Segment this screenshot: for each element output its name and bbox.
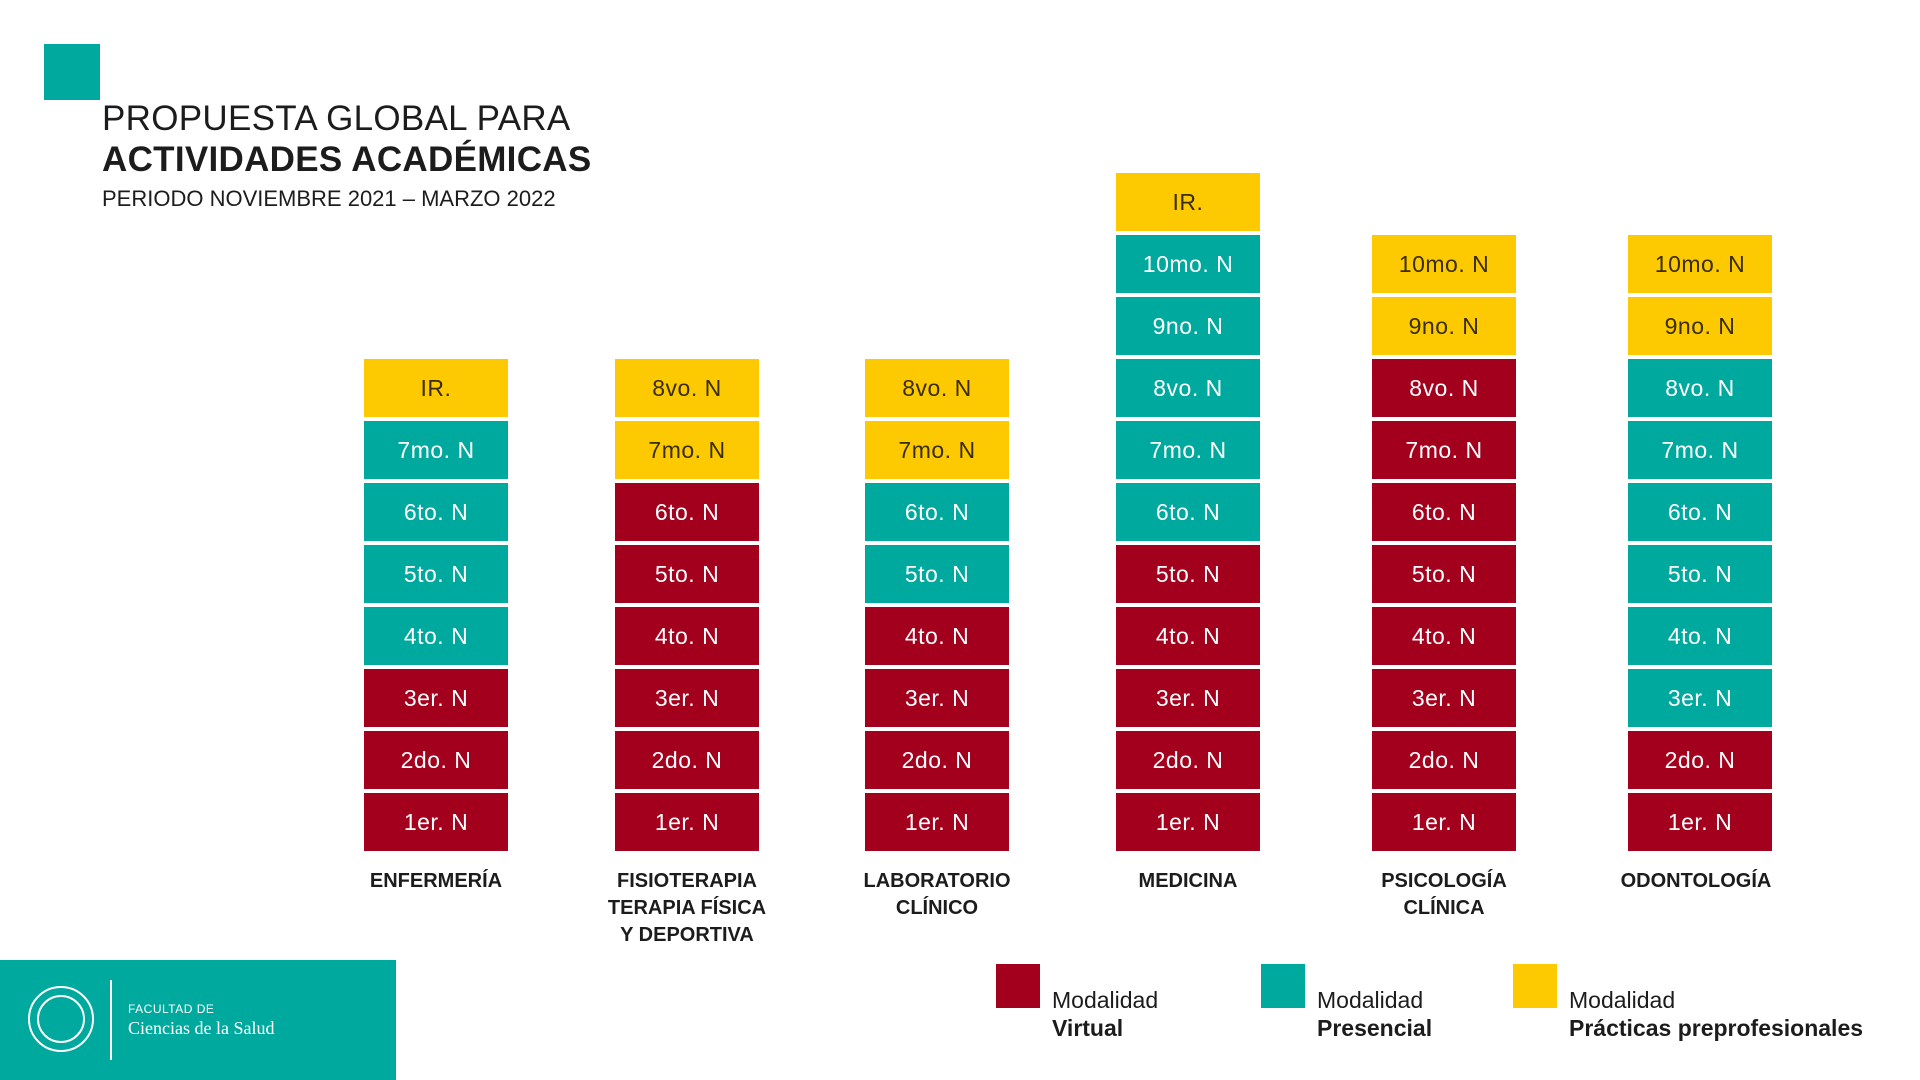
semester-cell: IR. xyxy=(1116,173,1260,231)
legend-swatch-virtual xyxy=(996,964,1040,1008)
semester-cell: 8vo. N xyxy=(615,359,759,417)
column-odontologia: 1er. N 2do. N 3er. N 4to. N 5to. N 6to. N 7mo.… xyxy=(1628,235,1772,851)
semester-cell: 2do. N xyxy=(615,731,759,789)
label-fisioterapia: FISIOTERAPIA TERAPIA FÍSICA Y DEPORTIVA xyxy=(607,870,767,946)
semester-cell: 4to. N xyxy=(865,607,1009,665)
semester-cell: 1er. N xyxy=(1372,793,1516,851)
semester-cell: 1er. N xyxy=(1116,793,1260,851)
accent-square xyxy=(44,44,100,100)
semester-cell: 6to. N xyxy=(865,483,1009,541)
semester-cell: 6to. N xyxy=(1628,483,1772,541)
semester-cell: 8vo. N xyxy=(1116,359,1260,417)
column-psicologia-clinica: 1er. N 2do. N 3er. N 4to. N 5to. N 6to. N 7mo.… xyxy=(1372,235,1516,851)
semester-cell: 6to. N xyxy=(615,483,759,541)
semester-cell: 5to. N xyxy=(364,545,508,603)
semester-cell: 7mo. N xyxy=(1116,421,1260,479)
label-psicologia-clinica: PSICOLOGÍA CLÍNICA xyxy=(1381,870,1507,919)
footer-divider xyxy=(110,980,112,1060)
semester-cell: 5to. N xyxy=(1116,545,1260,603)
semester-cell: 9no. N xyxy=(1628,297,1772,355)
semester-cell: 4to. N xyxy=(1628,607,1772,665)
title-block: PROPUESTA GLOBAL PARA ACTIVIDADES ACADÉM… xyxy=(102,98,592,216)
faculty-name-line1: FACULTAD DE xyxy=(128,1002,215,1016)
column-enfermeria: 1er. N 2do. N 3er. N 4to. N 5to. N 6to. N 7mo.… xyxy=(364,359,508,851)
subtitle-period: PERIODO NOVIEMBRE 2021 – MARZO 2022 xyxy=(102,186,556,211)
semester-cell: 4to. N xyxy=(364,607,508,665)
semester-cell: 3er. N xyxy=(1372,669,1516,727)
legend-virtual-line1: Modalidad xyxy=(1052,987,1159,1013)
semester-cell: IR. xyxy=(364,359,508,417)
semester-cell: 3er. N xyxy=(615,669,759,727)
semester-cell: 5to. N xyxy=(865,545,1009,603)
semester-cell: 8vo. N xyxy=(1372,359,1516,417)
semester-cell: 2do. N xyxy=(1628,731,1772,789)
semester-cell: 3er. N xyxy=(1628,669,1772,727)
semester-cell: 8vo. N xyxy=(1628,359,1772,417)
title-line1: PROPUESTA GLOBAL PARA xyxy=(102,99,571,138)
column-medicina: 1er. N 2do. N 3er. N 4to. N 5to. N 6to. N 7mo.… xyxy=(1116,173,1260,851)
column-laboratorio-clinico: 1er. N 2do. N 3er. N 4to. N 5to. N 6to. N 7mo.… xyxy=(865,359,1009,851)
semester-cell: 5to. N xyxy=(1628,545,1772,603)
semester-cell: 3er. N xyxy=(1116,669,1260,727)
label-medicina: MEDICINA xyxy=(1138,870,1238,892)
faculty-footer-panel: FACULTAD DE Ciencias de la Salud xyxy=(0,960,396,1080)
legend-swatch-presencial xyxy=(1261,964,1305,1008)
label-laboratorio-clinico: LABORATORIO CLÍNICO xyxy=(863,870,1011,919)
semester-cell: 5to. N xyxy=(615,545,759,603)
legend-practicas-line1: Modalidad xyxy=(1569,987,1676,1013)
semester-cell: 3er. N xyxy=(865,669,1009,727)
label-odontologia: ODONTOLOGÍA xyxy=(1620,870,1772,892)
semester-cell: 2do. N xyxy=(1116,731,1260,789)
legend-text-presencial: Modalidad Presencial xyxy=(1317,986,1432,1042)
semester-cell: 8vo. N xyxy=(865,359,1009,417)
semester-cell: 1er. N xyxy=(364,793,508,851)
column-fisioterapia: 1er. N 2do. N 3er. N 4to. N 5to. N 6to. N 7mo.… xyxy=(615,359,759,851)
semester-cell: 4to. N xyxy=(1116,607,1260,665)
faculty-name: FACULTAD DE Ciencias de la Salud xyxy=(128,1002,274,1039)
semester-cell: 7mo. N xyxy=(1372,421,1516,479)
semester-cell: 6to. N xyxy=(1372,483,1516,541)
legend-text-virtual: Modalidad Virtual xyxy=(1052,986,1158,1042)
semester-cell: 1er. N xyxy=(865,793,1009,851)
label-enfermeria: ENFERMERÍA xyxy=(369,870,503,892)
semester-cell: 2do. N xyxy=(364,731,508,789)
legend-text-practicas: Modalidad Prácticas preprofesionales xyxy=(1569,986,1863,1042)
semester-cell: 5to. N xyxy=(1372,545,1516,603)
legend-presencial-line1: Modalidad xyxy=(1317,987,1424,1013)
university-seal-icon xyxy=(28,986,94,1052)
legend-virtual-line2: Virtual xyxy=(1052,1015,1124,1041)
semester-cell: 3er. N xyxy=(364,669,508,727)
semester-cell: 7mo. N xyxy=(1628,421,1772,479)
semester-cell: 6to. N xyxy=(1116,483,1260,541)
legend-swatch-practicas xyxy=(1513,964,1557,1008)
title-line2: ACTIVIDADES ACADÉMICAS xyxy=(102,140,592,179)
semester-cell: 1er. N xyxy=(615,793,759,851)
semester-cell: 7mo. N xyxy=(865,421,1009,479)
semester-cell: 2do. N xyxy=(865,731,1009,789)
semester-cell: 9no. N xyxy=(1116,297,1260,355)
semester-cell: 7mo. N xyxy=(615,421,759,479)
faculty-name-line2: Ciencias de la Salud xyxy=(128,1018,275,1038)
semester-cell: 10mo. N xyxy=(1372,235,1516,293)
semester-cell: 1er. N xyxy=(1628,793,1772,851)
semester-cell: 7mo. N xyxy=(364,421,508,479)
semester-cell: 6to. N xyxy=(364,483,508,541)
semester-cell: 10mo. N xyxy=(1116,235,1260,293)
semester-cell: 9no. N xyxy=(1372,297,1516,355)
semester-cell: 4to. N xyxy=(615,607,759,665)
legend-practicas-line2: Prácticas preprofesionales xyxy=(1569,1015,1864,1041)
semester-cell: 2do. N xyxy=(1372,731,1516,789)
semester-cell: 4to. N xyxy=(1372,607,1516,665)
semester-cell: 10mo. N xyxy=(1628,235,1772,293)
legend-presencial-line2: Presencial xyxy=(1317,1015,1433,1041)
